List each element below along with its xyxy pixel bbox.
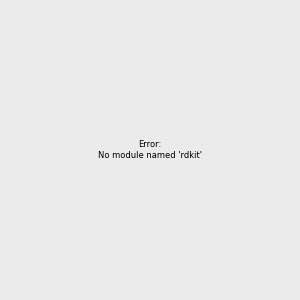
Text: Error:
No module named 'rdkit': Error: No module named 'rdkit' [98,140,202,160]
